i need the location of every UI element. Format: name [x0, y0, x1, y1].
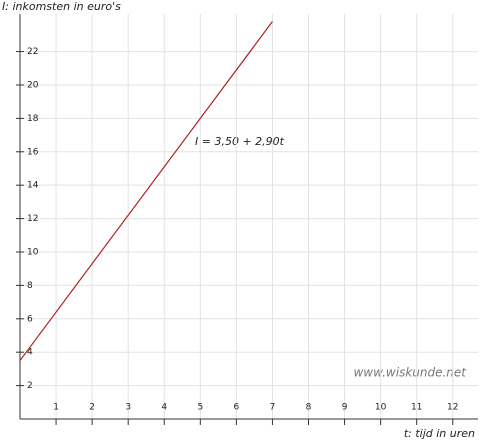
watermark: www.wiskunde.net [353, 366, 467, 380]
x-tick-label: 7 [270, 403, 276, 413]
x-tick-label: 10 [375, 403, 387, 413]
x-tick-label: 1 [53, 403, 59, 413]
annotation: I = 3,50 + 2,90t [195, 135, 285, 148]
y-tick-label: 14 [27, 181, 39, 191]
x-tick-label: 11 [411, 403, 422, 413]
x-axis-label: t: tijd in uren [404, 427, 475, 440]
x-tick-label: 4 [161, 403, 167, 413]
y-tick-label: 10 [27, 247, 39, 257]
y-axis-label: I: inkomsten in euro's [2, 0, 121, 13]
x-tick-label: 12 [447, 403, 458, 413]
y-tick-label: 4 [27, 348, 33, 358]
x-tick-label: 3 [125, 403, 131, 413]
y-tick-label: 20 [27, 80, 39, 90]
x-tick-label: 6 [234, 403, 240, 413]
y-tick-label: 8 [27, 281, 33, 291]
x-tick-label: 8 [306, 403, 312, 413]
x-tick-label: 2 [89, 403, 95, 413]
data-line [19, 21, 273, 361]
y-tick-label: 16 [27, 147, 39, 157]
y-tick-label: 2 [27, 381, 33, 391]
y-tick-label: 6 [27, 314, 33, 324]
y-tick-label: 12 [27, 214, 38, 224]
y-tick-label: 22 [27, 47, 38, 57]
x-tick-label: 9 [342, 403, 348, 413]
x-tick-label: 5 [197, 403, 203, 413]
y-tick-label: 18 [27, 114, 39, 124]
